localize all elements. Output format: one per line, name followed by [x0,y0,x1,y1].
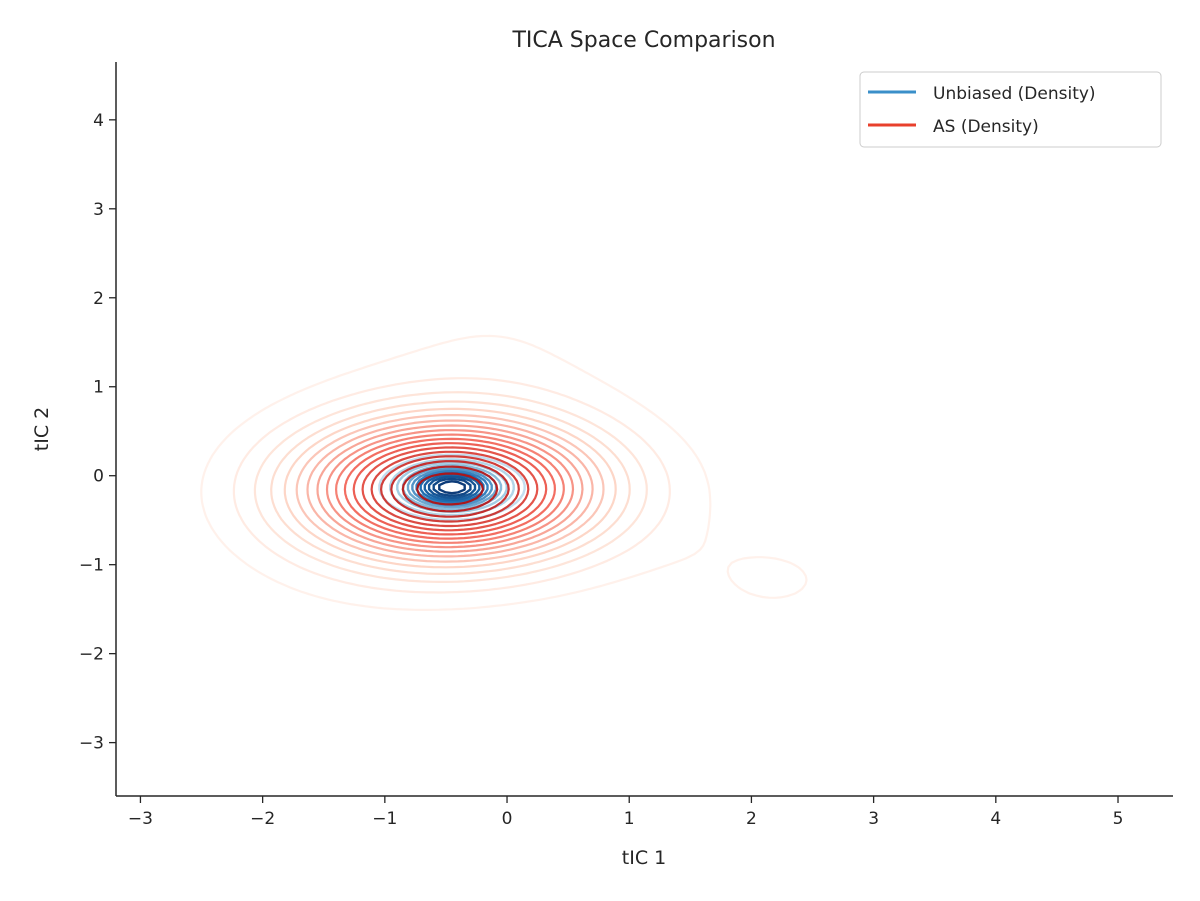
as-contour-level-12 [352,442,548,536]
as-density-contours [200,334,808,611]
unbiased-contour-level-12 [438,480,466,495]
x-tick-label: 2 [746,809,757,829]
unbiased-contour-level-11 [432,477,472,497]
unbiased-contour-level-10 [427,475,477,499]
legend-label-as: AS (Density) [933,117,1039,137]
as-contour-level-2 [232,377,671,594]
y-tick-label: 3 [93,200,104,220]
chart-title: TICA Space Comparison [511,28,775,53]
legend-frame [859,71,1162,148]
unbiased-contour-level-9 [423,473,481,501]
as-contour-level-7 [306,419,594,558]
as-contour-level-17 [401,465,499,513]
as-contour-level-16 [390,460,510,518]
y-axis-label: tIC 2 [31,407,53,451]
as-contour-level-15 [380,455,520,523]
as-contour-level-1 [200,334,808,611]
y-tick-label: 0 [93,467,104,487]
as-contour-level-4 [270,400,631,575]
axes: −3 −2 −1 0 1 2 3 4 5 −3 −2 −1 0 1 2 3 4 [79,62,1173,829]
x-tick-label: 5 [1113,809,1124,829]
y-tick-label: −2 [79,645,104,665]
as-contour-level-3 [253,391,648,583]
as-contour-level-14 [370,450,530,528]
as-contour-level-18 [416,472,484,506]
x-tick-label: 1 [624,809,635,829]
as-contour-level-10 [335,433,565,544]
as-contour-level-5 [283,407,617,569]
x-tick-label: −1 [372,809,397,829]
legend-label-unbiased: Unbiased (Density) [933,84,1096,104]
as-contour-level-9 [325,429,575,549]
y-tick-label: 4 [93,111,104,131]
x-tick-label: −3 [128,809,153,829]
as-contour-level-8 [316,424,584,553]
x-axis-label: tIC 1 [622,847,666,869]
x-tick-label: 3 [868,809,879,829]
as-contour-level-6 [295,414,605,563]
y-tick-label: 2 [93,289,104,309]
x-tick-label: 4 [990,809,1001,829]
x-tick-label: −2 [250,809,275,829]
y-tick-label: 1 [93,378,104,398]
as-contour-level-13 [361,446,539,532]
as-contour-level-11 [343,437,556,540]
y-tick-label: −3 [79,734,104,754]
x-tick-label: 0 [502,809,513,829]
legend: Unbiased (Density) AS (Density) [859,71,1162,148]
y-tick-label: −1 [79,556,104,576]
